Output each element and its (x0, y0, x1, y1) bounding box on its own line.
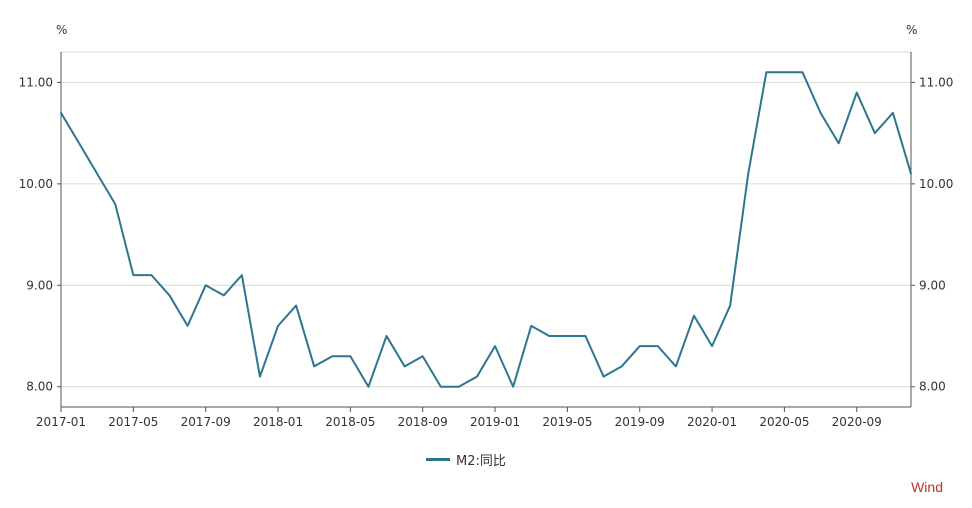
y-unit-label-right: % (906, 23, 917, 37)
data-point (349, 355, 351, 357)
data-point (458, 386, 460, 388)
data-point (729, 304, 731, 306)
series-line-m2 (60, 71, 912, 388)
data-point (675, 365, 677, 367)
y-tick-label-right: 9.00 (919, 278, 946, 292)
x-tick-label: 2020-01 (687, 415, 737, 429)
data-point (620, 365, 622, 367)
y-tick-label-left: 10.00 (19, 177, 53, 191)
x-tick-label: 2017-09 (181, 415, 231, 429)
data-point (819, 112, 821, 114)
x-tick-label: 2019-01 (470, 415, 520, 429)
legend-label: M2:同比 (456, 454, 506, 469)
data-point (241, 274, 243, 276)
data-point (566, 335, 568, 337)
data-point (639, 345, 641, 347)
x-tick-label: 2019-09 (615, 415, 665, 429)
wind-watermark: Wind (911, 479, 943, 495)
data-point (277, 325, 279, 327)
data-point (494, 345, 496, 347)
x-tick-label: 2018-05 (325, 415, 375, 429)
x-tick-label: 2017-01 (36, 415, 86, 429)
legend[interactable]: M2:同比 (426, 450, 506, 469)
data-point (711, 345, 713, 347)
data-point (801, 71, 803, 73)
data-point (530, 325, 532, 327)
y-unit-label-left: % (56, 23, 67, 37)
data-point (204, 284, 206, 286)
data-point (168, 294, 170, 296)
data-point (548, 335, 550, 337)
data-point (259, 375, 261, 377)
y-tick-label-right: 10.00 (919, 177, 953, 191)
data-point (892, 112, 894, 114)
x-tick-label: 2020-05 (759, 415, 809, 429)
data-point (512, 386, 514, 388)
y-tick-label-left: 11.00 (19, 75, 53, 89)
data-point (657, 345, 659, 347)
data-point (186, 325, 188, 327)
data-point (910, 173, 912, 175)
y-tick-label-right: 8.00 (919, 380, 946, 394)
data-point (331, 355, 333, 357)
data-point (96, 173, 98, 175)
y-tick-label-right: 11.00 (919, 75, 953, 89)
data-point (783, 71, 785, 73)
data-point (476, 375, 478, 377)
y-tick-label-left: 8.00 (26, 380, 53, 394)
data-point (856, 91, 858, 93)
data-point (132, 274, 134, 276)
legend-swatch (426, 458, 450, 461)
data-point (584, 335, 586, 337)
data-point (693, 315, 695, 317)
y-tick-label-left: 9.00 (26, 278, 53, 292)
data-point (295, 304, 297, 306)
data-point (747, 173, 749, 175)
data-point (60, 112, 62, 114)
data-point (150, 274, 152, 276)
data-point (313, 365, 315, 367)
data-point (114, 203, 116, 205)
data-point (367, 386, 369, 388)
data-point (223, 294, 225, 296)
data-point (403, 365, 405, 367)
data-point (440, 386, 442, 388)
x-tick-label: 2017-05 (108, 415, 158, 429)
x-tick-label: 2018-01 (253, 415, 303, 429)
data-point (385, 335, 387, 337)
data-point (874, 132, 876, 134)
data-point (78, 142, 80, 144)
x-tick-label: 2020-09 (832, 415, 882, 429)
data-point (837, 142, 839, 144)
data-point (765, 71, 767, 73)
data-point (422, 355, 424, 357)
x-tick-label: 2018-09 (398, 415, 448, 429)
data-point (602, 375, 604, 377)
x-tick-label: 2019-05 (542, 415, 592, 429)
